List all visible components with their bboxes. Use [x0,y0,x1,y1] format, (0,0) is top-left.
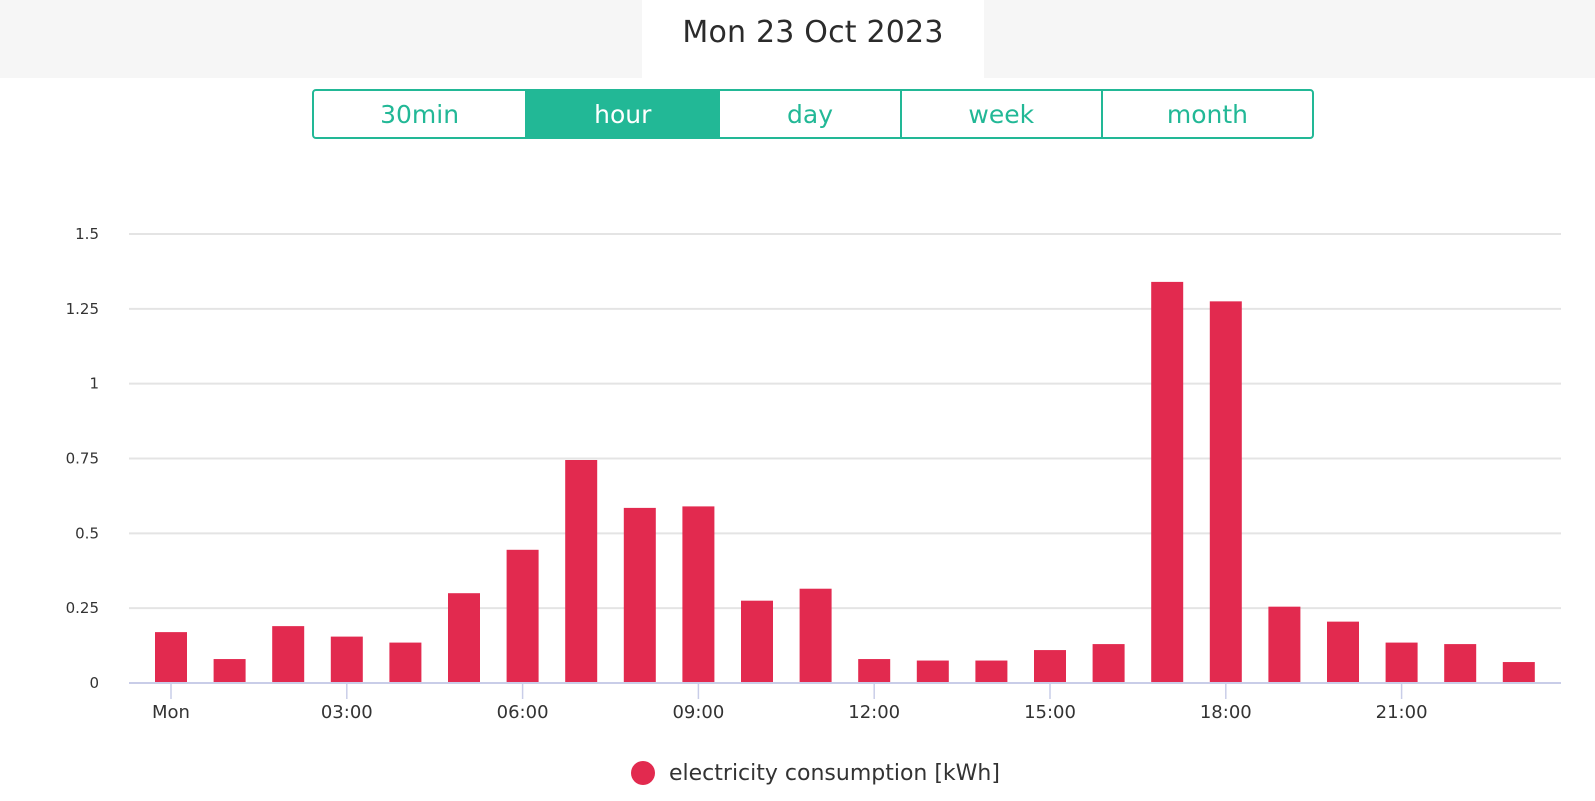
x-tick-label: 09:00 [672,702,724,723]
x-tick-label: 21:00 [1376,702,1428,723]
bar[interactable] [858,659,891,683]
tab-month[interactable]: month [1100,91,1312,137]
legend-label: electricity consumption [kWh] [669,760,1000,786]
bar[interactable] [741,600,773,683]
y-tick-label: 1.5 [75,225,99,243]
x-tick-label: Mon [152,702,190,723]
tab-hour[interactable]: hour [525,91,719,137]
x-tick-label: 03:00 [321,702,373,723]
period-tabs: 30min hour day week month [312,89,1314,139]
bar[interactable] [213,659,246,683]
legend-marker [631,761,655,785]
bar[interactable] [1151,281,1184,683]
grid-lines [129,233,1561,610]
bar[interactable] [565,459,598,683]
bar[interactable] [155,632,187,683]
y-tick-label: 0.75 [66,450,99,468]
date-box: Mon 23 Oct 2023 [642,0,984,78]
bar[interactable] [389,642,422,683]
bar[interactable] [682,506,715,683]
bar[interactable] [1327,621,1359,683]
bar[interactable] [799,588,832,683]
x-tick-label: 12:00 [848,702,900,723]
bar[interactable] [1502,662,1535,683]
x-tick-label: 15:00 [1024,702,1076,723]
bar[interactable] [272,626,305,683]
bar[interactable] [330,636,363,683]
y-tick-label: 1.25 [66,300,99,318]
date-title: Mon 23 Oct 2023 [682,14,944,50]
tab-day[interactable]: day [718,91,899,137]
bar[interactable] [506,549,539,683]
x-axis-ticks: Mon 03:00 06:00 09:00 12:00 15:00 18:00 21:00 [152,683,1428,723]
y-tick-label: 1 [89,375,99,393]
bar[interactable] [1444,644,1477,683]
bar[interactable] [1092,644,1125,683]
y-tick-label: 0.25 [66,599,99,617]
y-tick-label: 0.5 [75,524,99,542]
legend[interactable]: electricity consumption [kWh] [631,758,1000,788]
bar[interactable] [448,593,480,683]
y-axis-ticks: 0 0.25 0.5 0.75 1 1.25 1.5 [66,225,99,692]
bar[interactable] [975,660,1008,683]
bar[interactable] [1209,301,1242,683]
tab-30min[interactable]: 30min [380,99,460,129]
bar[interactable] [916,660,949,683]
bar[interactable] [1385,642,1418,683]
bar[interactable] [1268,606,1301,683]
bar[interactable] [1034,650,1066,683]
bar[interactable] [623,507,656,683]
x-tick-label: 06:00 [497,702,549,723]
tab-week[interactable]: week [899,91,1101,137]
x-tick-label: 18:00 [1200,702,1252,723]
y-tick-label: 0 [89,674,99,692]
bars [155,281,1535,683]
